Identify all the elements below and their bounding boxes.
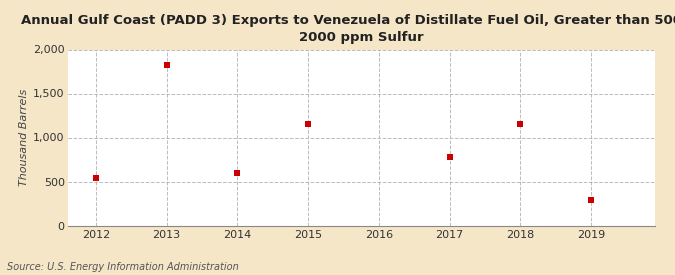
Y-axis label: Thousand Barrels: Thousand Barrels xyxy=(19,89,29,186)
Title: Annual Gulf Coast (PADD 3) Exports to Venezuela of Distillate Fuel Oil, Greater : Annual Gulf Coast (PADD 3) Exports to Ve… xyxy=(20,14,675,44)
Text: Source: U.S. Energy Information Administration: Source: U.S. Energy Information Administ… xyxy=(7,262,238,272)
